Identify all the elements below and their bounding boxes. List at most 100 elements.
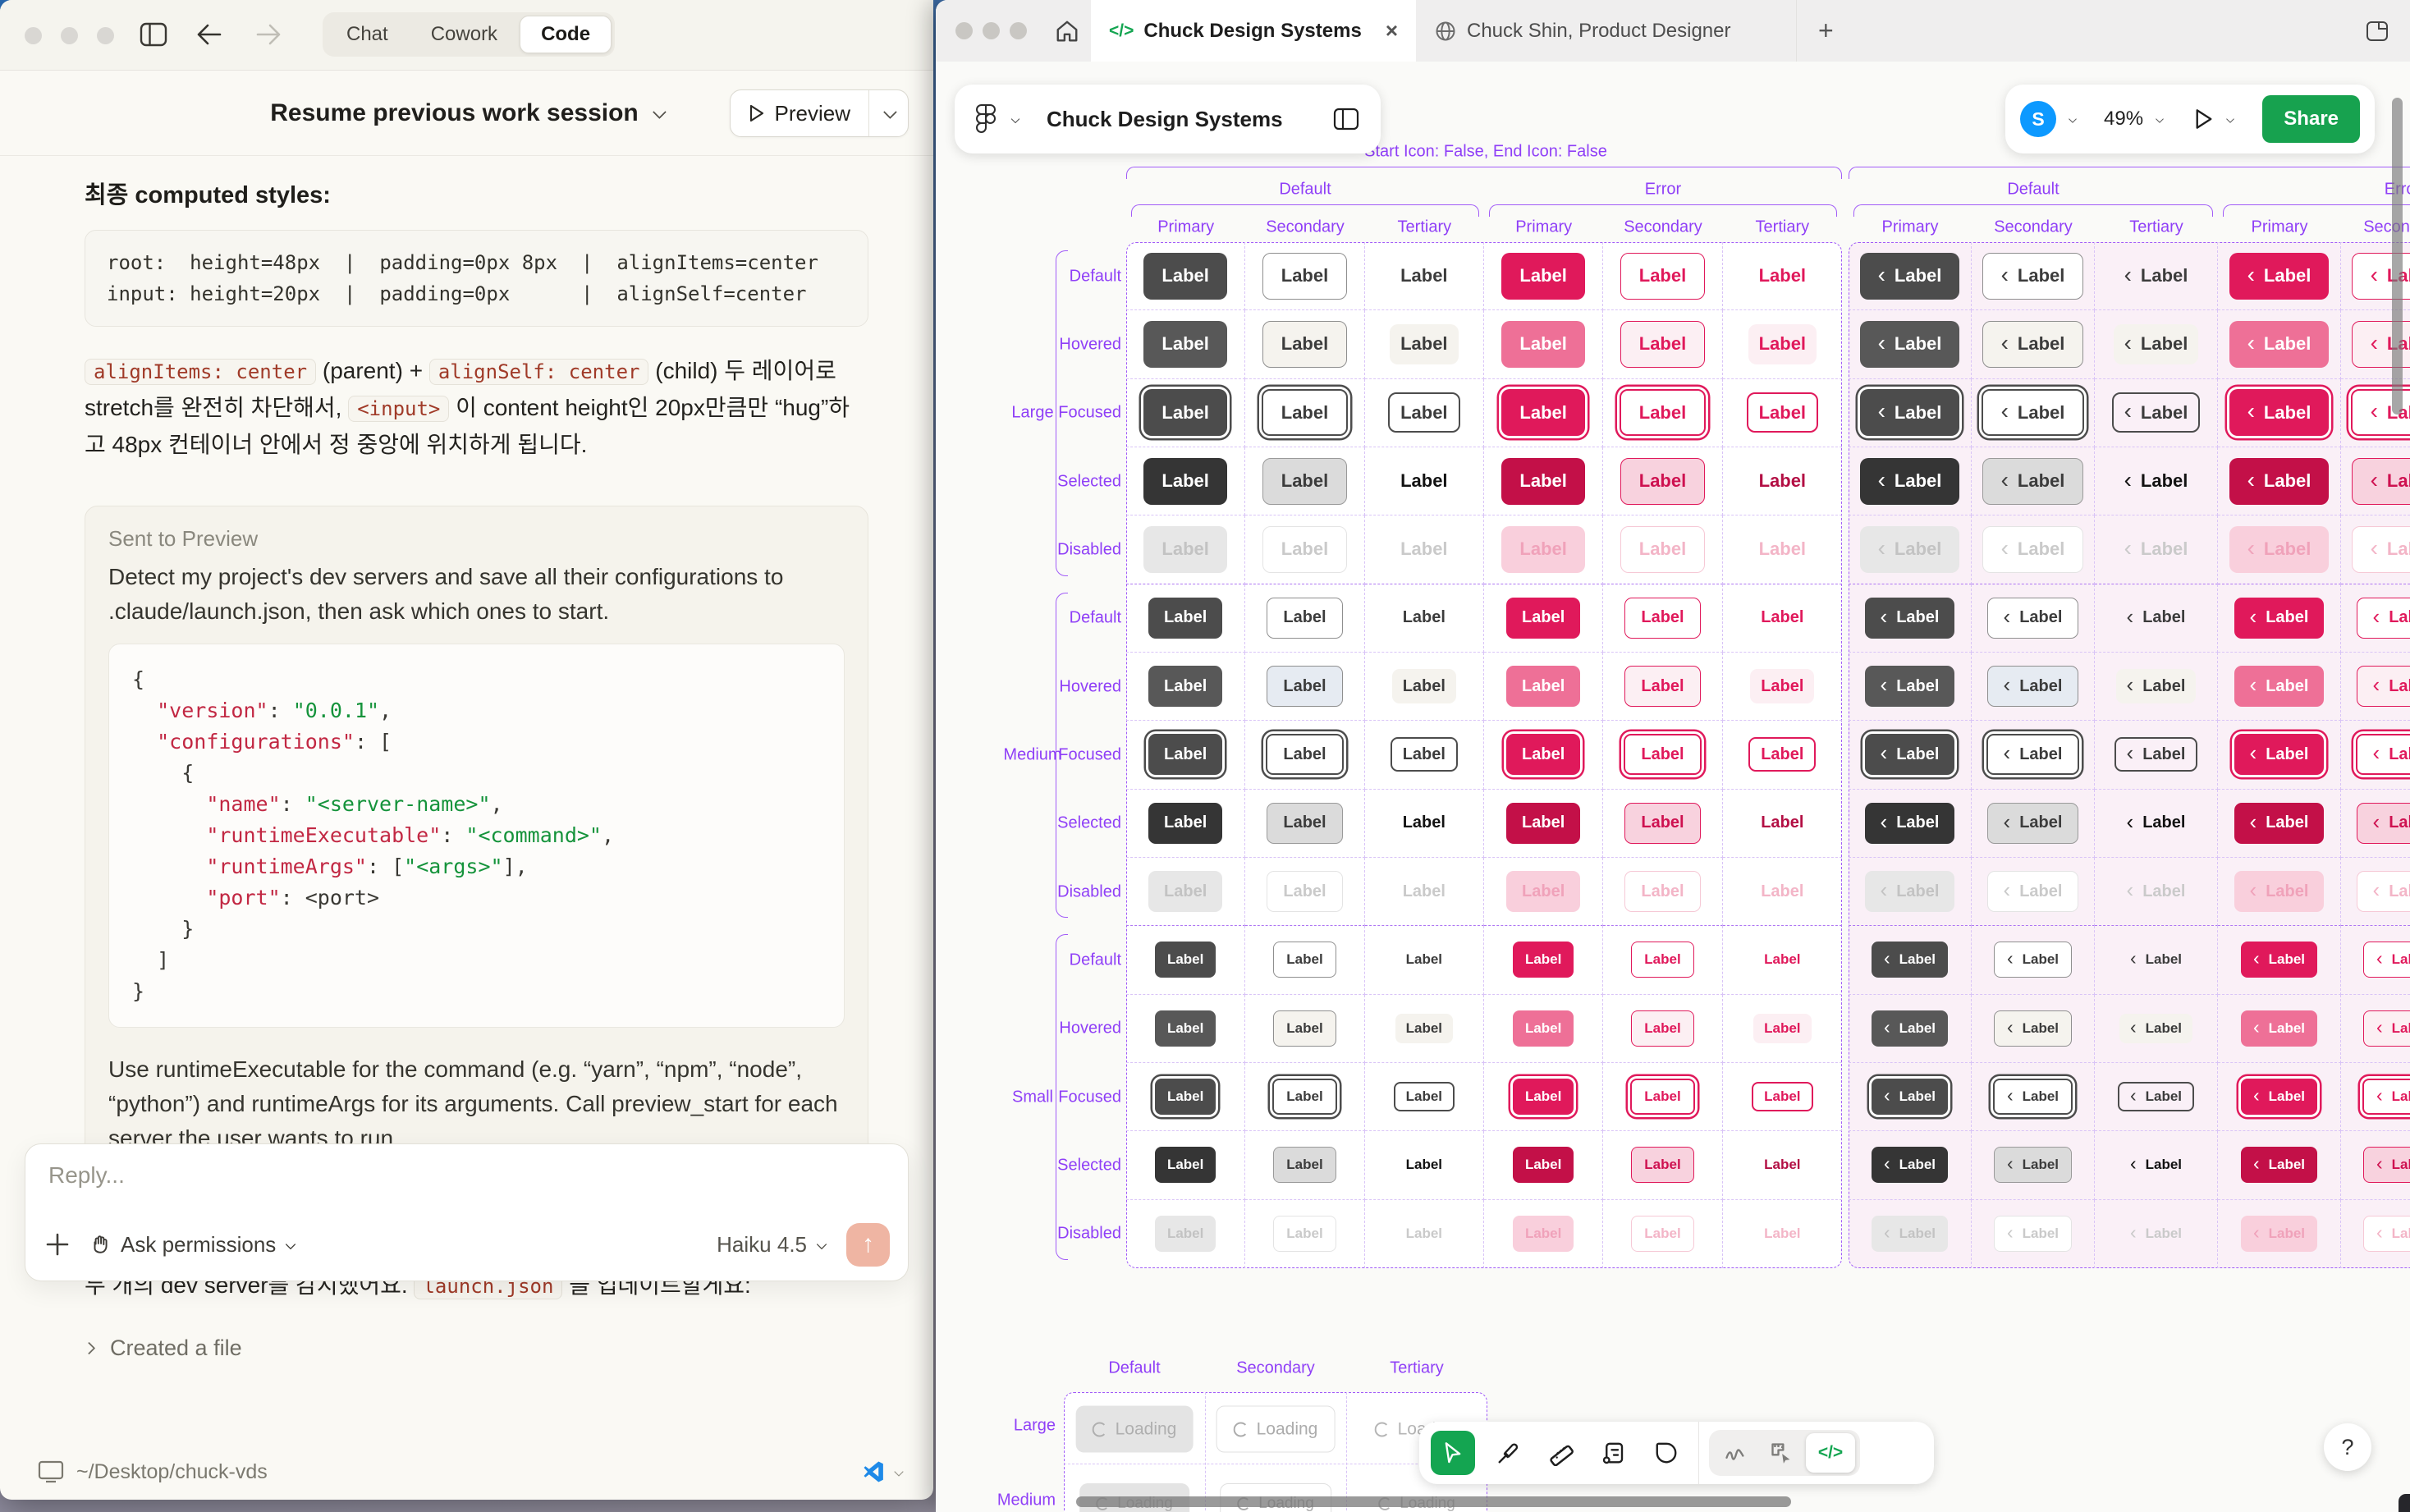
design-button[interactable]: Label <box>1631 1147 1694 1184</box>
design-button[interactable]: Label <box>1400 538 1448 560</box>
plus-icon[interactable] <box>45 1232 70 1257</box>
design-button[interactable]: ‹Label <box>2362 1079 2410 1116</box>
traffic-close-icon[interactable] <box>25 27 42 44</box>
vertical-scrollbar[interactable] <box>2392 98 2403 415</box>
design-button[interactable]: Label <box>1148 734 1223 776</box>
design-button[interactable]: ‹Label <box>1864 871 1955 913</box>
design-button[interactable]: Label <box>1148 666 1223 708</box>
chevron-down-icon[interactable] <box>2225 114 2235 124</box>
design-button[interactable]: Label <box>1631 1010 1694 1047</box>
design-button[interactable]: Label <box>1400 265 1448 286</box>
design-button[interactable]: Label <box>1746 392 1819 433</box>
design-button[interactable]: Label <box>1501 525 1585 573</box>
home-button[interactable] <box>1043 0 1091 62</box>
design-button[interactable]: ‹Label <box>2240 1216 2318 1253</box>
design-button[interactable]: Label <box>1154 1216 1216 1253</box>
design-button[interactable]: Label <box>1143 525 1227 573</box>
design-button[interactable]: Label <box>1619 389 1707 437</box>
chevron-down-icon[interactable] <box>2155 114 2165 124</box>
design-button[interactable]: Label <box>1262 320 1348 368</box>
design-button[interactable]: Label <box>1501 389 1585 437</box>
design-button[interactable]: Label <box>1143 320 1227 368</box>
design-button[interactable]: ‹Label <box>1864 666 1955 708</box>
design-button[interactable]: ‹Label <box>2356 802 2410 844</box>
design-button[interactable]: ‹Label <box>1859 320 1960 368</box>
design-button[interactable]: ‹Label <box>2115 669 2197 704</box>
eyedropper-tool[interactable] <box>1487 1431 1531 1475</box>
design-button[interactable]: Label <box>1624 802 1701 844</box>
preview-button[interactable]: Preview <box>729 89 909 137</box>
design-button[interactable]: ‹Label <box>2119 1013 2193 1043</box>
design-button[interactable]: Label <box>1750 669 1815 704</box>
figma-tab-active[interactable]: </> Chuck Design Systems × <box>1091 0 1416 62</box>
design-button[interactable]: ‹Label <box>1871 942 1949 978</box>
design-button[interactable]: Label <box>1154 1147 1216 1184</box>
model-selector[interactable]: Haiku 4.5 <box>717 1232 827 1258</box>
design-button[interactable]: Label <box>1143 457 1227 505</box>
design-button[interactable]: Label <box>1391 669 1456 704</box>
design-button[interactable]: ‹Label <box>1859 525 1960 573</box>
design-button[interactable]: Label <box>1402 813 1446 832</box>
design-button[interactable]: Label <box>1273 942 1336 978</box>
design-button[interactable]: Label <box>1400 470 1448 492</box>
design-button[interactable]: ‹Label <box>1986 597 2079 639</box>
reply-input[interactable]: Reply... <box>48 1162 125 1188</box>
design-button[interactable]: ‹Label <box>2362 1010 2410 1047</box>
design-button[interactable]: ‹Label <box>2351 457 2410 505</box>
figma-logo-icon[interactable] <box>976 104 996 134</box>
traffic-zoom-icon[interactable] <box>97 27 114 44</box>
design-button[interactable]: Label <box>1758 470 1807 492</box>
design-button[interactable]: ‹Label <box>1982 320 2084 368</box>
design-button[interactable]: ‹Label <box>2356 871 2410 913</box>
design-button[interactable]: Label <box>1143 252 1227 300</box>
design-button[interactable]: Label <box>1761 882 1804 900</box>
loading-button[interactable]: Loading <box>1216 1405 1336 1453</box>
ruler-tool[interactable] <box>1539 1431 1583 1475</box>
design-button[interactable]: Label <box>1506 871 1581 913</box>
reply-composer[interactable]: Reply... Ask permissions Haiku 4.5 ↑ <box>25 1143 909 1281</box>
file-name[interactable]: Chuck Design Systems <box>1047 106 1283 131</box>
design-button[interactable]: Label <box>1512 942 1574 978</box>
close-icon[interactable]: × <box>1385 18 1398 43</box>
design-button[interactable]: ‹Label <box>2229 389 2330 437</box>
design-button[interactable]: Label <box>1273 1216 1336 1253</box>
design-button[interactable]: Label <box>1390 737 1458 772</box>
design-button[interactable]: ‹Label <box>1871 1216 1949 1253</box>
design-button[interactable]: Label <box>1512 1010 1574 1047</box>
design-button[interactable]: ‹Label <box>1982 252 2084 300</box>
traffic-close-icon[interactable] <box>955 22 973 39</box>
design-button[interactable]: Label <box>1761 813 1804 832</box>
measure-tool[interactable] <box>1760 1431 1803 1475</box>
design-button[interactable]: ‹Label <box>2355 734 2410 776</box>
design-button[interactable]: ‹Label <box>1981 389 2085 437</box>
design-button[interactable]: ‹Label <box>2356 597 2410 639</box>
horizontal-scrollbar[interactable] <box>1076 1496 1791 1507</box>
design-button[interactable]: ‹Label <box>2234 802 2325 844</box>
design-button[interactable]: ‹Label <box>2240 1147 2318 1184</box>
design-button[interactable]: ‹Label <box>2240 942 2318 978</box>
design-button[interactable]: ‹Label <box>2126 603 2186 629</box>
design-button[interactable]: ‹Label <box>1871 1147 1949 1184</box>
design-button[interactable]: Label <box>1388 392 1460 433</box>
design-button[interactable]: Label <box>1143 389 1227 437</box>
design-button[interactable]: Label <box>1624 597 1701 639</box>
design-button[interactable]: Label <box>1148 802 1223 844</box>
design-button[interactable]: Label <box>1748 737 1817 772</box>
design-button[interactable]: ‹Label <box>1986 666 2079 708</box>
design-button[interactable]: Label <box>1506 666 1581 708</box>
design-button[interactable]: ‹Label <box>2356 666 2410 708</box>
design-button[interactable]: Label <box>1154 1079 1216 1116</box>
design-button[interactable]: ‹Label <box>2234 597 2325 639</box>
design-button[interactable]: ‹Label <box>2124 261 2188 287</box>
design-button[interactable]: Label <box>1624 734 1702 776</box>
annotation-tool[interactable] <box>1592 1431 1636 1475</box>
session-title[interactable]: Resume previous work session <box>270 99 639 126</box>
design-button[interactable]: ‹Label <box>2126 877 2186 903</box>
new-window-icon[interactable] <box>2344 0 2410 62</box>
design-button[interactable]: Label <box>1262 252 1348 300</box>
design-button[interactable]: Label <box>1506 734 1581 776</box>
design-button[interactable]: Label <box>1273 1010 1336 1047</box>
dev-mode-toggle[interactable]: </> <box>1806 1433 1855 1473</box>
design-button[interactable]: ‹Label <box>2240 1079 2318 1116</box>
design-button[interactable]: ‹Label <box>2124 534 2188 561</box>
